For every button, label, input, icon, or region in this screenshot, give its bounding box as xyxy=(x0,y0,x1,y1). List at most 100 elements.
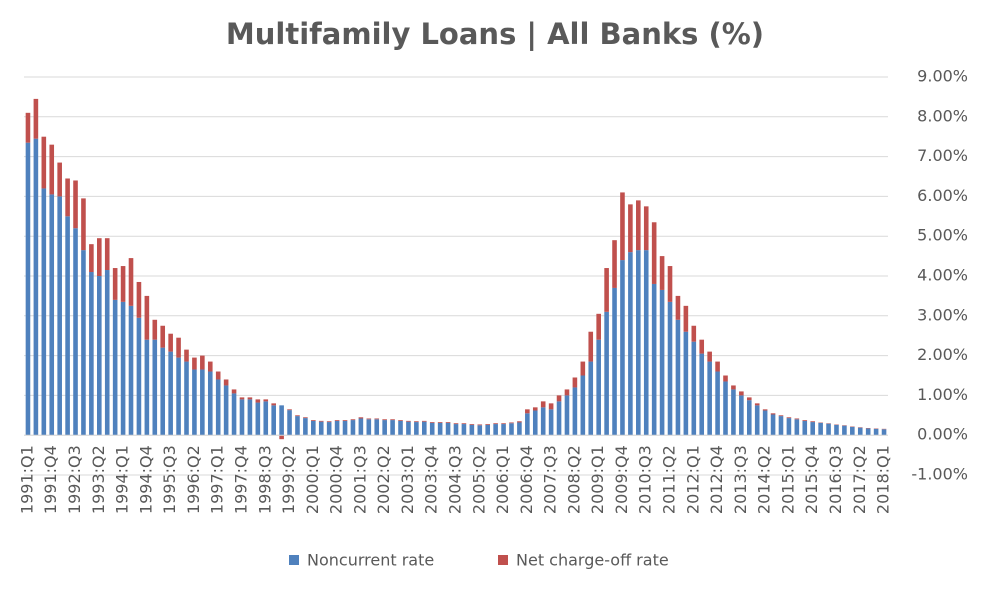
x-tick-label: 1997:Q4 xyxy=(231,445,250,514)
bar-segment xyxy=(485,424,491,436)
bar-segment xyxy=(287,410,292,436)
bar-segment xyxy=(620,260,625,436)
bar-segment xyxy=(287,409,292,411)
bar-segment xyxy=(643,250,649,436)
bar-segment xyxy=(548,403,554,410)
bar-segment xyxy=(453,423,459,425)
x-tick-label: 2014:Q2 xyxy=(755,445,774,514)
bar-segment xyxy=(279,435,284,440)
bar-segment xyxy=(184,361,189,436)
bar-segment xyxy=(33,98,39,139)
y-tick-label: 7.00% xyxy=(917,146,968,165)
bar-segment xyxy=(620,192,625,261)
bar-segment xyxy=(366,418,372,420)
bar-segment xyxy=(731,385,736,390)
bar-segment xyxy=(374,418,380,420)
bar-segment xyxy=(485,424,491,425)
bar-segment xyxy=(604,311,609,436)
bar-segment xyxy=(826,423,831,436)
bar-segment xyxy=(691,325,697,342)
bar-segment xyxy=(120,301,126,436)
legend-swatch xyxy=(498,555,508,565)
bar-segment xyxy=(596,339,601,436)
bar-segment xyxy=(414,421,419,423)
bar-segment xyxy=(25,112,31,143)
bar-segment xyxy=(588,361,594,436)
y-tick-label: 6.00% xyxy=(917,186,968,205)
bar-segment xyxy=(144,295,150,340)
bar-segment xyxy=(754,403,760,406)
bar-segment xyxy=(691,341,697,436)
bar-segment xyxy=(41,188,47,436)
bar-segment xyxy=(57,162,62,197)
bar-segment xyxy=(334,420,340,421)
bar-segment xyxy=(746,397,752,401)
bar-segment xyxy=(540,401,546,408)
bar-segment xyxy=(160,347,166,436)
bar-segment xyxy=(120,266,126,302)
bar-segment xyxy=(445,422,451,436)
bar-segment xyxy=(509,423,514,436)
bar-segment xyxy=(794,418,800,420)
bar-segment xyxy=(271,405,276,436)
bar-segment xyxy=(857,427,863,436)
x-tick-label: 2005:Q2 xyxy=(469,445,488,514)
bar-segment xyxy=(461,423,467,425)
bar-segment xyxy=(818,422,823,436)
bar-segment xyxy=(746,400,752,436)
bar-segment xyxy=(525,413,530,436)
x-tick-label: 2003:Q1 xyxy=(398,445,417,514)
x-tick-label: 2015:Q1 xyxy=(778,445,797,514)
bar-segment xyxy=(192,357,197,370)
legend-swatch xyxy=(289,555,299,565)
bar-segment xyxy=(429,422,435,423)
bar-segment xyxy=(215,371,221,380)
bar-segment xyxy=(532,410,538,436)
bar-segment xyxy=(207,361,213,372)
bar-segment xyxy=(802,420,808,436)
x-tick-label: 2012:Q4 xyxy=(707,445,726,514)
y-tick-label: 4.00% xyxy=(917,266,968,285)
bar-segment xyxy=(683,331,689,436)
bar-segment xyxy=(342,420,348,436)
x-tick-label: 2016:Q3 xyxy=(826,445,845,514)
bar-segment xyxy=(33,138,39,436)
x-tick-label: 2018:Q1 xyxy=(874,445,893,514)
bar-segment xyxy=(739,391,744,396)
x-tick-label: 2007:Q3 xyxy=(541,445,560,514)
bar-segment xyxy=(414,422,419,436)
bar-segment xyxy=(437,422,443,436)
bar-segment xyxy=(842,425,847,436)
bar-segment xyxy=(263,399,269,402)
bar-segment xyxy=(89,244,94,273)
x-tick-label: 1994:Q1 xyxy=(113,445,132,514)
bar-segment xyxy=(802,420,808,421)
bar-segment xyxy=(112,268,118,300)
bar-segment xyxy=(865,428,871,436)
bar-segment xyxy=(786,418,792,436)
x-tick-label: 2000:Q4 xyxy=(327,445,346,514)
bar-segment xyxy=(223,385,229,436)
x-tick-label: 2008:Q2 xyxy=(564,445,583,514)
bar-segment xyxy=(263,401,269,436)
x-tick-label: 1999:Q2 xyxy=(279,445,298,514)
bar-segment xyxy=(295,416,300,436)
bar-segment xyxy=(215,379,221,436)
bar-segment xyxy=(659,289,665,436)
bar-segment xyxy=(636,200,641,251)
bar-segment xyxy=(239,399,245,436)
bar-segment xyxy=(152,339,158,436)
x-tick-label: 2012:Q1 xyxy=(683,445,702,514)
bar-segment xyxy=(453,424,459,436)
x-tick-label: 2001:Q3 xyxy=(350,445,369,514)
bar-segment xyxy=(723,381,728,436)
bar-segment xyxy=(881,429,887,436)
legend-label: Noncurrent rate xyxy=(307,551,434,570)
bar-segment xyxy=(762,410,768,436)
bar-segment xyxy=(572,377,578,388)
bar-segment xyxy=(421,420,427,422)
bar-segment xyxy=(501,423,506,425)
bar-segment xyxy=(382,420,387,436)
bar-segment xyxy=(477,425,483,436)
bar-segment xyxy=(81,198,86,251)
